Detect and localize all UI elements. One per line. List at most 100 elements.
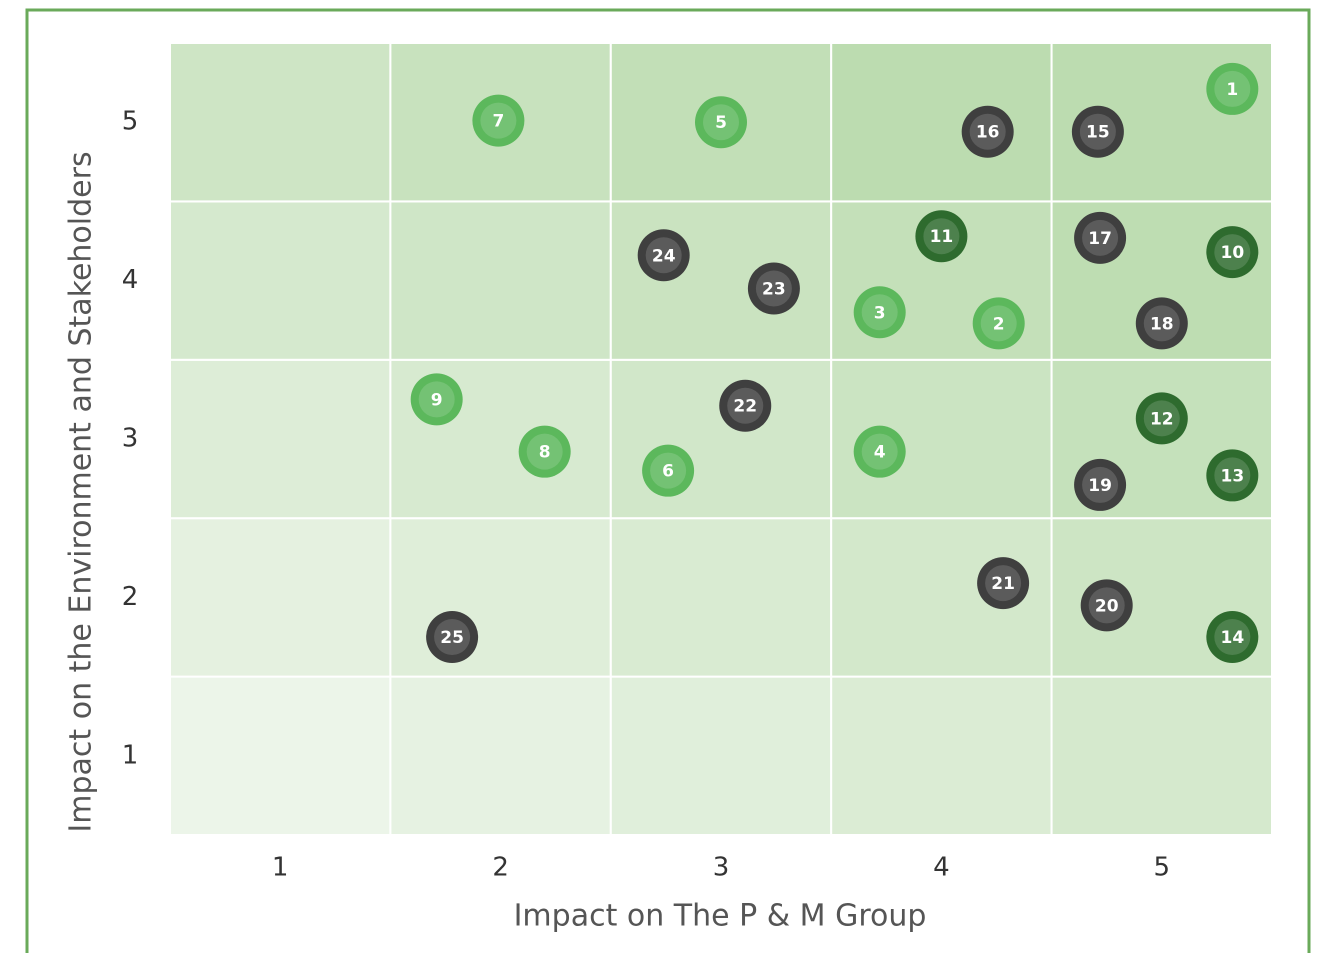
point-label: 25 [440, 628, 464, 648]
x-tick-label: 5 [1154, 853, 1171, 883]
point [1071, 105, 1124, 158]
point-inner [861, 294, 898, 331]
point-label: 13 [1220, 466, 1244, 486]
point-inner [434, 619, 471, 655]
point-inner [1079, 113, 1116, 150]
point-inner [1143, 400, 1180, 437]
point-inner [861, 433, 898, 470]
cell [609, 675, 833, 836]
x-tick-label: 2 [492, 853, 509, 883]
point-label: 20 [1095, 596, 1119, 616]
cell [389, 517, 612, 678]
point [1080, 579, 1133, 632]
cell [169, 358, 392, 520]
point [853, 286, 906, 339]
point-label: 3 [874, 303, 886, 323]
point-label: 15 [1086, 123, 1110, 143]
y-tick-label: 3 [122, 424, 139, 454]
point [719, 379, 772, 432]
point-label: 23 [762, 280, 786, 300]
point-inner [1143, 305, 1180, 342]
point-label: 12 [1150, 409, 1174, 429]
point [1074, 458, 1127, 511]
point-inner [1214, 457, 1251, 494]
point-inner [1214, 619, 1251, 655]
point-inner [985, 565, 1022, 602]
point [1135, 392, 1188, 445]
point [1206, 611, 1259, 663]
point-label: 18 [1150, 314, 1174, 334]
point-label: 24 [652, 246, 676, 266]
point [472, 94, 525, 147]
cell [389, 200, 612, 361]
point-inner [727, 387, 764, 424]
point [518, 425, 571, 478]
point-label: 1 [1226, 80, 1238, 100]
cell [830, 42, 1053, 203]
point-label: 4 [874, 443, 886, 463]
point-inner [980, 305, 1017, 342]
point-label: 10 [1220, 243, 1244, 263]
point-inner [1214, 70, 1251, 107]
point [642, 444, 695, 497]
cell [830, 675, 1053, 836]
point [637, 229, 690, 282]
point [1074, 211, 1127, 264]
point-label: 8 [539, 443, 551, 463]
point-inner [480, 102, 517, 139]
cell [1050, 675, 1273, 836]
point-label: 22 [733, 397, 757, 417]
x-tick-label: 3 [713, 853, 730, 883]
x-tick-label: 1 [272, 853, 289, 883]
point [1206, 62, 1259, 115]
point-inner [1082, 219, 1119, 256]
point [853, 425, 906, 478]
point-inner [755, 270, 792, 307]
cell [609, 358, 833, 520]
y-tick-label: 4 [122, 265, 139, 295]
point [961, 105, 1014, 158]
cell [169, 42, 392, 203]
cell [169, 675, 392, 836]
point-inner [645, 237, 682, 274]
point-label: 14 [1220, 628, 1244, 648]
point [410, 373, 463, 426]
y-axis-title: Impact on the Environment and Stakeholde… [64, 151, 99, 832]
point-label: 19 [1088, 476, 1112, 496]
point [1206, 226, 1259, 279]
point-label: 17 [1088, 229, 1112, 249]
cell [609, 517, 833, 678]
point-label: 16 [976, 123, 1000, 143]
point-inner [1214, 234, 1251, 271]
point [972, 297, 1025, 350]
cell [169, 200, 392, 361]
point-label: 9 [431, 390, 443, 410]
point [915, 210, 968, 263]
point-inner [418, 381, 455, 418]
cell [169, 517, 392, 678]
point-inner [526, 433, 563, 470]
x-axis-title: Impact on The P & M Group [514, 899, 927, 934]
point [1135, 297, 1188, 350]
point [977, 557, 1030, 610]
point-inner [969, 113, 1006, 150]
point [1206, 449, 1259, 502]
point-inner [1082, 466, 1119, 503]
y-tick-label: 1 [122, 740, 139, 770]
point-label: 5 [715, 113, 727, 133]
point-inner [923, 218, 960, 255]
point-label: 11 [930, 227, 954, 247]
point [747, 262, 800, 315]
point-label: 21 [991, 574, 1015, 594]
y-tick-label: 2 [122, 582, 139, 612]
y-tick-label: 5 [122, 107, 139, 137]
point [695, 96, 747, 149]
point-label: 2 [993, 314, 1005, 334]
point-inner [1088, 587, 1125, 624]
point [426, 611, 479, 663]
point-inner [650, 452, 687, 489]
x-tick-label: 4 [933, 853, 950, 883]
point-label: 7 [492, 112, 504, 132]
point-inner [703, 104, 739, 141]
